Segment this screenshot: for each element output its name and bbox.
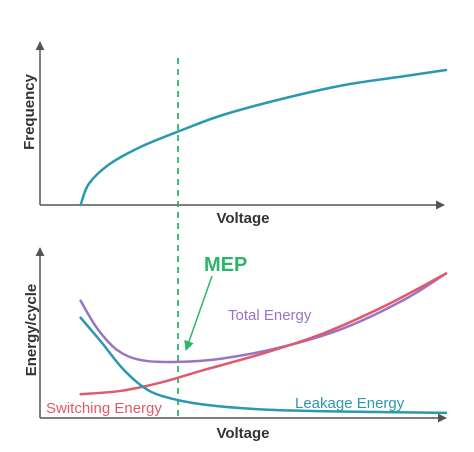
total-energy-label: Total Energy xyxy=(228,307,312,324)
mep-arrow xyxy=(184,275,213,351)
switching-energy-line xyxy=(79,272,448,396)
bottom-plot-area xyxy=(79,272,448,415)
mep-label: MEP xyxy=(204,254,247,276)
leakage-energy-line xyxy=(79,316,448,415)
top-plot-area xyxy=(79,58,448,418)
top-series-0-line xyxy=(79,68,448,207)
switching-energy-label: Switching Energy xyxy=(46,400,162,417)
bottom-x-axis-label: Voltage xyxy=(216,425,269,442)
leakage-energy-label: Leakage Energy xyxy=(295,395,405,412)
total-energy-line xyxy=(79,272,448,364)
top-y-axis-label: Frequency xyxy=(21,73,38,150)
bottom-y-axis-label: Energy/cycle xyxy=(23,284,40,377)
top-x-axis-label: Voltage xyxy=(216,210,269,227)
